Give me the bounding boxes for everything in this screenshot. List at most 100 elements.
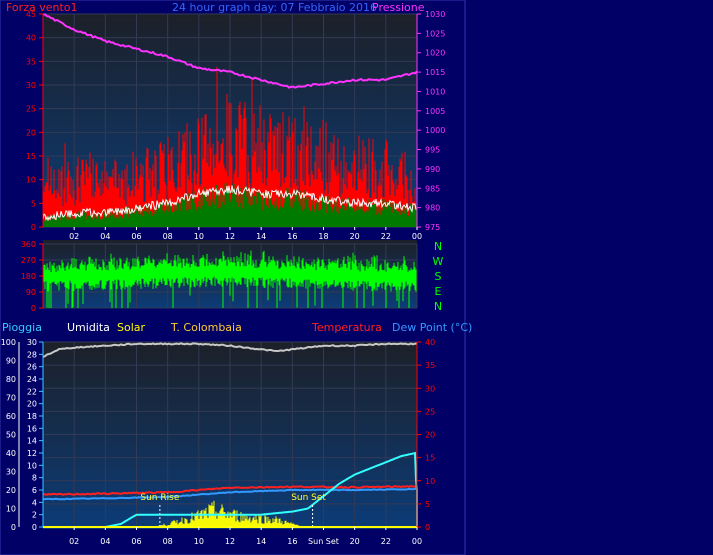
x-tick-label: 16: [287, 537, 297, 546]
direction-y-ticks: 0 90 180 270 360: [21, 240, 44, 313]
x-tick-label: 10: [194, 537, 204, 546]
legend-solar: Solar: [117, 321, 146, 334]
direction-tick-label: 270: [21, 256, 36, 265]
legend-tcol: T. Colombaia: [170, 321, 242, 334]
x-tick-label: 00: [412, 537, 422, 546]
humidity-tick-label: 70: [6, 394, 16, 403]
compass-label: E: [435, 285, 442, 298]
rain-tick-label: 8: [32, 474, 37, 483]
wind-y-ticks: 0 5 10 15 20 25 30 35 40 45: [26, 10, 44, 232]
wind-tick-label: 5: [31, 199, 36, 208]
humidity-tick-label: 30: [6, 468, 16, 477]
x-tick-label: 20: [350, 537, 360, 546]
x-tick-label: 04: [100, 232, 110, 241]
rain-tick-label: 26: [27, 363, 37, 372]
humidity-tick-label: 0: [11, 523, 16, 532]
top-panel-frame: [0, 0, 466, 555]
pressure-tick-label: 1015: [425, 68, 445, 77]
direction-tick-label: 90: [26, 288, 36, 297]
humidity-tick-label: 50: [6, 431, 16, 440]
sunset-label: Sun Set: [291, 493, 326, 503]
x-tick-label: 20: [350, 232, 360, 241]
wind-low-bars: [42, 182, 417, 227]
temp-tick-label: 25: [425, 407, 435, 416]
wind-axis-label: Forza vento1: [6, 1, 78, 14]
wind-direction-marks: [43, 250, 417, 308]
pressure-tick-label: 995: [425, 146, 440, 155]
temp-tick-label: 35: [425, 361, 435, 370]
rain-tick-label: 14: [27, 437, 37, 446]
rain-tick-label: 22: [27, 387, 37, 396]
x-tick-label: 12: [225, 537, 235, 546]
humidity-tick-label: 100: [1, 338, 16, 347]
pressure-tick-label: 1005: [425, 107, 445, 116]
pressure-line: [42, 13, 418, 89]
x-tick-label: 14: [256, 232, 266, 241]
compass-label: S: [435, 270, 442, 283]
rain-tick-label: 0: [32, 523, 37, 532]
wind-x-ticks: 02 04 06 08 10 12 14 16 18 20 22 00: [69, 227, 422, 241]
pressure-axis-label: Pressione: [372, 1, 425, 14]
legend-rain: Pioggia: [2, 321, 42, 334]
humidity-tick-label: 80: [6, 375, 16, 384]
dewpoint-line: [42, 487, 417, 501]
wind-tick-label: 35: [26, 57, 36, 66]
rain-tick-label: 30: [27, 338, 37, 347]
x-tick-label: 12: [225, 232, 235, 241]
rain-tick-label: 28: [27, 350, 37, 359]
legend-dewpoint: Dew Point (°C): [392, 321, 472, 334]
x-tick-label: 22: [381, 537, 391, 546]
direction-tick-label: 0: [31, 304, 36, 313]
pressure-tick-label: 1025: [425, 29, 445, 38]
humidity-tick-label: 90: [6, 357, 16, 366]
temp-tick-label: 15: [425, 454, 435, 463]
rain-tick-label: 20: [27, 400, 37, 409]
wind-tick-label: 40: [26, 34, 36, 43]
rain-tick-label: 12: [27, 449, 37, 458]
rain-tick-label: 4: [32, 498, 37, 507]
x-tick-label: 14: [256, 537, 266, 546]
direction-tick-label: 360: [21, 240, 36, 249]
wind-tick-label: 20: [26, 128, 36, 137]
temperature-line: [42, 484, 418, 496]
pressure-tick-label: 1020: [425, 49, 445, 58]
pressure-tick-label: 1000: [425, 126, 445, 135]
wind-tick-label: 0: [31, 223, 36, 232]
temp-tick-label: 30: [425, 384, 435, 393]
compass-label: N: [434, 240, 442, 253]
pressure-y-ticks: 975 980 985 990 995 1000 1005 1010 1015 1020 1025 1…: [416, 10, 445, 232]
x-tick-label: 04: [100, 537, 110, 546]
temp-tick-label: 0: [425, 523, 430, 532]
rain-tick-label: 18: [27, 412, 37, 421]
legend-temperature: Temperatura: [311, 321, 382, 334]
humidity-tick-label: 10: [6, 505, 16, 514]
chart-title: 24 hour graph day: 07 Febbraio 2016: [172, 1, 377, 14]
wind-tick-label: 45: [26, 10, 36, 19]
rain-tick-label: 24: [27, 375, 37, 384]
wind-avg-line: [42, 184, 417, 222]
compass-label: N: [434, 300, 442, 313]
pressure-tick-label: 1010: [425, 87, 445, 96]
humidity-line: [42, 342, 418, 358]
x-tick-label: 02: [69, 232, 79, 241]
temp-tick-label: 20: [425, 431, 435, 440]
temp-tick-label: 40: [425, 338, 435, 347]
wind-tick-label: 30: [26, 81, 36, 90]
pressure-tick-label: 990: [425, 165, 440, 174]
x-tick-label: 08: [163, 537, 173, 546]
direction-tick-label: 180: [21, 272, 36, 281]
humidity-y-ticks: 0 10 20 30 40 50 60 70 80 90 100: [1, 338, 20, 532]
temp-tick-label: 5: [425, 500, 430, 509]
pressure-tick-label: 975: [425, 223, 440, 232]
x-tick-label: 06: [131, 537, 141, 546]
pressure-tick-label: 1030: [425, 10, 445, 19]
rain-tick-label: 10: [27, 461, 37, 470]
x-tick-label: 08: [163, 232, 173, 241]
humidity-tick-label: 40: [6, 449, 16, 458]
rain-tick-label: 6: [32, 486, 37, 495]
x-tick-label: 16: [287, 232, 297, 241]
x-tick-label: 18: [318, 232, 328, 241]
x-tick-label: 06: [131, 232, 141, 241]
